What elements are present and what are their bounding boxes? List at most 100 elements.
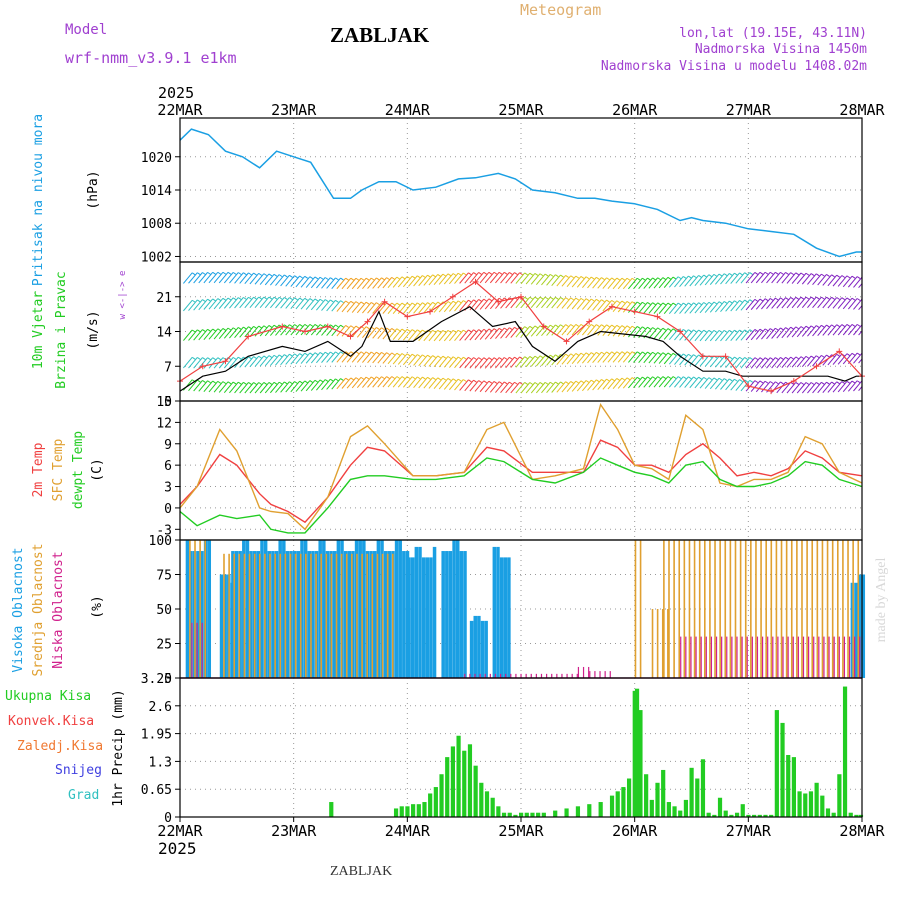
wind-barb-tip (319, 276, 324, 280)
wind-barb (658, 376, 669, 388)
wind-barb (822, 324, 832, 336)
wind-barb-tip (744, 272, 748, 276)
wind-barb-tip (314, 298, 319, 302)
wind-barb (750, 298, 761, 310)
gust-marker (245, 333, 252, 340)
wind-barb-tip (437, 355, 442, 359)
wind-barb-tip (514, 381, 518, 385)
wind-barb (469, 272, 480, 284)
wind-barb (786, 382, 797, 394)
wind-barb (694, 274, 705, 286)
wind-barb-tip (488, 357, 493, 361)
wind-barb (454, 300, 464, 312)
wind-barb-tip (207, 298, 211, 302)
wind-barb-tip (580, 276, 585, 279)
wind-barb (474, 272, 485, 284)
wind-barb (566, 324, 577, 336)
wind-barb (454, 356, 464, 369)
wind-barb (474, 328, 485, 341)
wind-barb-tip (708, 274, 713, 278)
wind-barb (229, 272, 239, 284)
cloud-low-bar (756, 636, 759, 678)
wind-barb (525, 355, 536, 368)
wind-barb (423, 329, 433, 342)
wind-barb-tip (585, 276, 590, 280)
wind-barb (356, 277, 367, 290)
wind-barb (786, 356, 797, 368)
wind-barb (827, 381, 838, 393)
wind-barb (704, 274, 715, 286)
wind-barb (709, 377, 720, 390)
wind-barb (535, 296, 546, 309)
wind-barb-tip (376, 351, 380, 355)
wind-barb (469, 329, 480, 341)
wind-barb-tip (422, 329, 426, 333)
wind-barb-tip (191, 329, 196, 333)
wind-barb (290, 353, 301, 365)
wind-barb (305, 276, 316, 288)
cloud-low-bar (680, 636, 682, 678)
wind-barb-tip (821, 273, 825, 277)
wind-barb (234, 326, 244, 338)
wind-barb (520, 356, 531, 368)
wind-barb (714, 273, 725, 285)
wind-barb-tip (278, 296, 283, 300)
wind-barb (786, 296, 797, 309)
gust-marker (495, 298, 502, 305)
wind-barb-tip (483, 357, 488, 361)
wind-barb-tip (258, 382, 262, 385)
precip-bar (757, 814, 762, 817)
wind-barb (827, 324, 838, 336)
precip-bar (825, 808, 831, 817)
wind-barb-tip (826, 354, 830, 358)
wind-barb-tip (698, 302, 702, 306)
wind-barb-tip (585, 352, 590, 356)
wind-barb (587, 324, 597, 336)
cloud-mid-bar (315, 553, 317, 678)
wind-barb-tip (350, 377, 355, 381)
wind-barb (193, 380, 203, 392)
wind-barb (275, 354, 285, 366)
wind-barb-tip (289, 381, 293, 385)
wind-barb (244, 356, 254, 368)
cloud-low-bar (566, 673, 568, 678)
wind-barb-tip (263, 325, 268, 329)
wind-barb-tip (780, 297, 784, 301)
wind-barb-tip (688, 329, 692, 333)
wind-barb-tip (222, 297, 227, 301)
gust-marker (790, 378, 797, 385)
precip-bar (763, 814, 768, 817)
wind-barb-tip (248, 296, 252, 300)
wind-barb-tip (335, 299, 339, 303)
wind-barb (372, 376, 382, 388)
wind-barb-tip (836, 353, 840, 357)
wind-barb-tip (815, 296, 820, 300)
wind-barb (321, 299, 331, 311)
wind-barb (408, 329, 418, 341)
wind-barb (484, 381, 495, 393)
wind-barb (817, 381, 827, 394)
wind-barb-tip (580, 380, 585, 384)
wind-barb-tip (319, 324, 324, 327)
cloud-mid-bar (199, 540, 201, 678)
wind-barb (658, 352, 669, 364)
precip-total-label: Ukupna Kisa (5, 689, 91, 704)
wind-barb-tip (739, 299, 743, 303)
wind-barb-tip (243, 272, 247, 276)
wind-barb (617, 277, 628, 290)
wind-barb (689, 275, 699, 287)
wind-barb (295, 276, 306, 288)
wind-barb (305, 379, 316, 392)
cloud-mid-bar (847, 540, 849, 678)
wind-barb (801, 325, 812, 337)
wind-barb (259, 296, 270, 309)
wind-barb-tip (416, 376, 421, 380)
cloud-mid-bar (294, 553, 297, 678)
wind-barb-tip (324, 379, 329, 382)
wind-barb (244, 272, 254, 285)
wind-barb (474, 380, 485, 392)
wind-barb (464, 272, 474, 284)
wind-barb-tip (611, 324, 615, 328)
wind-barb-tip (391, 328, 395, 331)
precip-bar (858, 814, 864, 817)
